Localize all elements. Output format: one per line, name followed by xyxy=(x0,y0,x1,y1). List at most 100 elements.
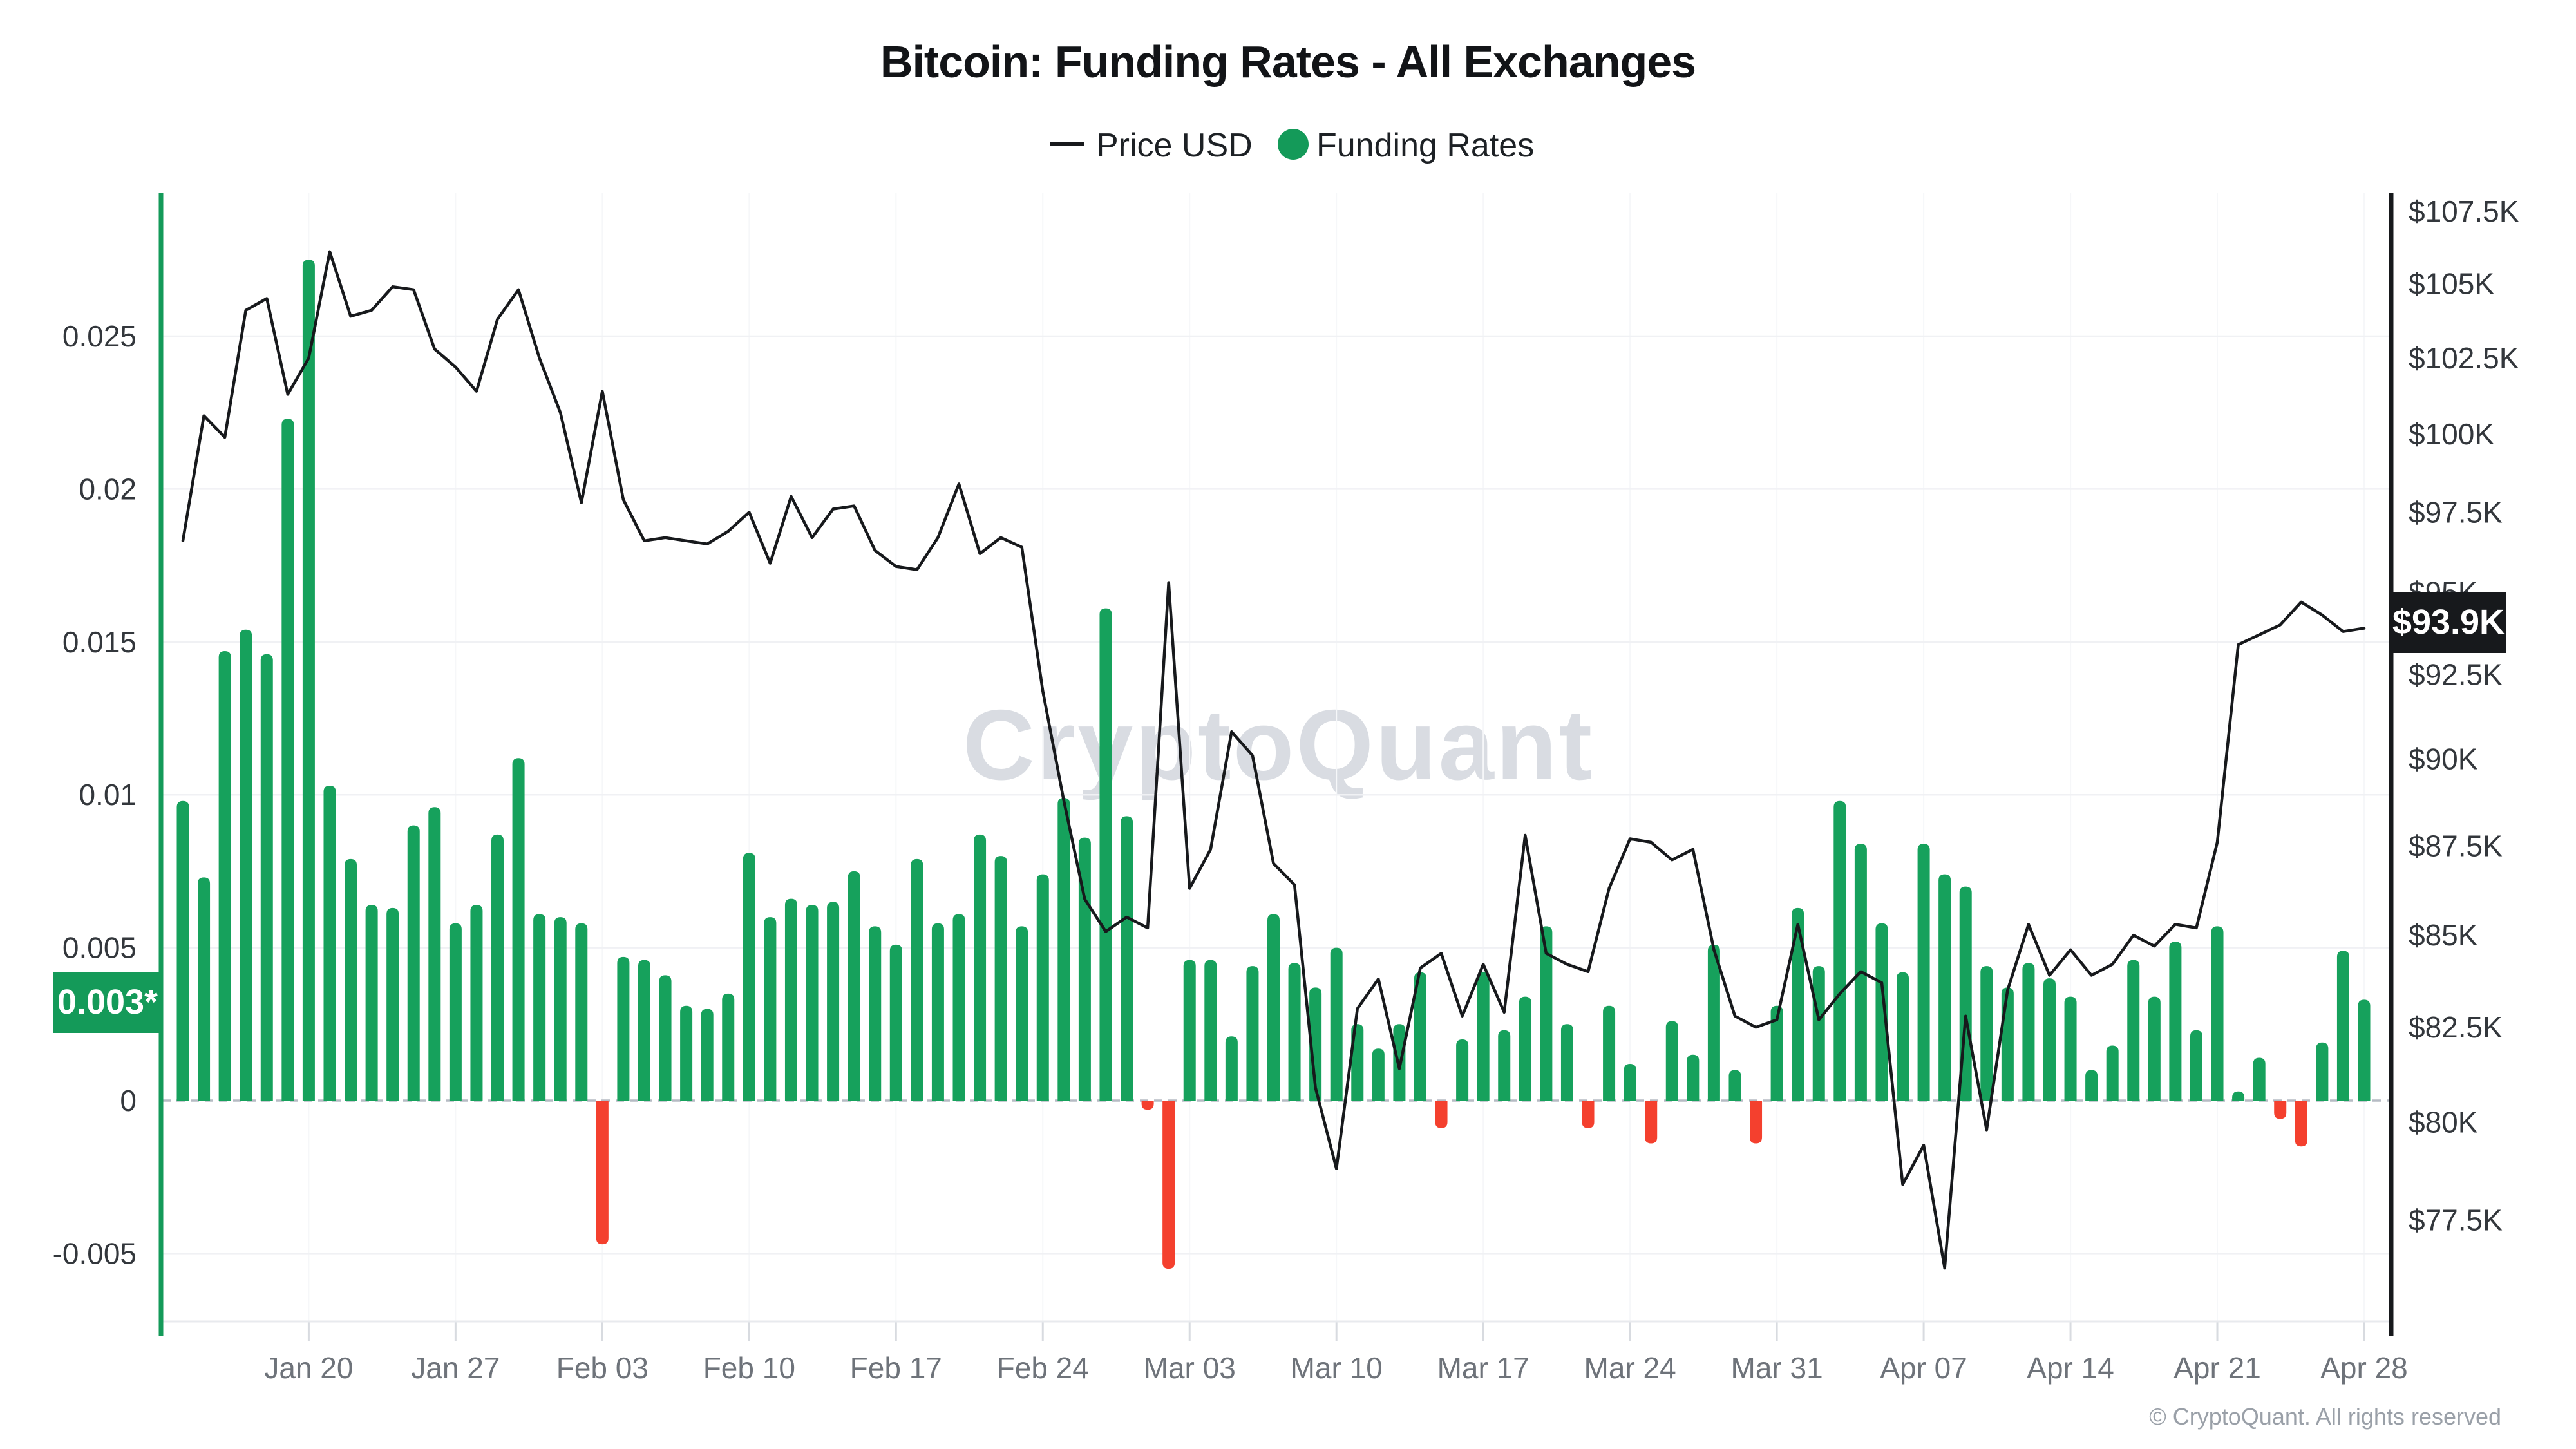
funding-rate-bar[interactable] xyxy=(1246,966,1259,1101)
funding-rate-bar[interactable] xyxy=(1938,874,1951,1101)
funding-rate-bar[interactable] xyxy=(407,825,420,1101)
funding-rate-bar[interactable] xyxy=(952,914,965,1101)
funding-rate-bar[interactable] xyxy=(1897,972,1909,1101)
funding-rate-bar[interactable] xyxy=(1456,1039,1469,1101)
funding-rate-bar[interactable] xyxy=(974,834,987,1101)
funding-rate-bar[interactable] xyxy=(1792,907,1804,1101)
funding-rate-bar[interactable] xyxy=(198,877,211,1101)
funding-rate-bar[interactable] xyxy=(1560,1024,1573,1101)
funding-rate-bar[interactable] xyxy=(218,651,231,1101)
funding-rate-bar[interactable] xyxy=(2211,926,2224,1101)
funding-rate-bar[interactable] xyxy=(2295,1101,2307,1147)
funding-rate-bar[interactable] xyxy=(2190,1030,2202,1101)
funding-rate-bar[interactable] xyxy=(1435,1101,1448,1128)
plot-area[interactable] xyxy=(162,193,2389,1336)
funding-rate-bar[interactable] xyxy=(1141,1101,1154,1110)
funding-rate-bar[interactable] xyxy=(491,834,504,1101)
funding-rate-bar[interactable] xyxy=(1728,1070,1741,1101)
funding-rate-bar[interactable] xyxy=(575,923,588,1101)
funding-rate-bar[interactable] xyxy=(994,856,1007,1101)
funding-rate-bar[interactable] xyxy=(2106,1045,2119,1101)
price-line[interactable] xyxy=(181,250,2366,1270)
funding-rate-bar[interactable] xyxy=(1183,960,1196,1101)
funding-rate-bar[interactable] xyxy=(1645,1101,1658,1144)
funding-rate-bar[interactable] xyxy=(240,629,252,1101)
funding-rate-bar[interactable] xyxy=(512,758,525,1101)
funding-rate-bar[interactable] xyxy=(176,800,189,1101)
funding-rate-bar[interactable] xyxy=(1309,987,1322,1101)
funding-rate-bar[interactable] xyxy=(554,917,567,1101)
funding-rate-bar[interactable] xyxy=(1204,960,1217,1101)
funding-rate-bar[interactable] xyxy=(1414,972,1426,1101)
funding-rate-bar[interactable] xyxy=(2316,1042,2329,1101)
funding-rate-bar[interactable] xyxy=(345,858,357,1101)
funding-rate-bar[interactable] xyxy=(701,1009,714,1101)
funding-rate-bar[interactable] xyxy=(1036,874,1049,1101)
funding-rate-bar[interactable] xyxy=(1057,797,1070,1101)
funding-rate-bar[interactable] xyxy=(1980,966,1993,1101)
funding-rate-bar[interactable] xyxy=(281,419,294,1101)
funding-rate-bar[interactable] xyxy=(1665,1021,1678,1101)
funding-rate-bar[interactable] xyxy=(869,926,882,1101)
funding-rate-bar[interactable] xyxy=(449,923,462,1101)
funding-rate-bar[interactable] xyxy=(784,898,797,1101)
funding-rate-bar[interactable] xyxy=(1750,1101,1763,1144)
funding-rate-bar[interactable] xyxy=(1498,1030,1511,1101)
funding-rate-bar[interactable] xyxy=(931,923,944,1101)
funding-rate-bar[interactable] xyxy=(260,654,273,1101)
funding-rate-bar[interactable] xyxy=(1225,1036,1238,1101)
funding-rate-bar[interactable] xyxy=(2148,996,2161,1101)
funding-rate-bar[interactable] xyxy=(659,975,672,1101)
funding-rate-bar[interactable] xyxy=(2085,1070,2098,1101)
funding-rate-bar[interactable] xyxy=(1624,1064,1636,1101)
funding-rate-bar[interactable] xyxy=(1121,816,1133,1101)
funding-rate-bar[interactable] xyxy=(470,905,483,1101)
funding-rate-bar[interactable] xyxy=(2064,996,2077,1101)
funding-rate-bar[interactable] xyxy=(2358,999,2371,1101)
funding-rate-bar[interactable] xyxy=(2127,960,2140,1101)
funding-rate-bar[interactable] xyxy=(2336,951,2349,1101)
funding-rate-bar[interactable] xyxy=(2232,1091,2245,1101)
funding-rate-bar[interactable] xyxy=(1917,844,1930,1101)
funding-rate-bar[interactable] xyxy=(1519,996,1531,1101)
funding-rate-bar[interactable] xyxy=(806,905,819,1101)
funding-rate-bar[interactable] xyxy=(302,260,315,1101)
funding-rate-bar[interactable] xyxy=(533,914,546,1101)
funding-rate-bar[interactable] xyxy=(848,871,860,1101)
funding-rate-bar[interactable] xyxy=(889,944,902,1101)
funding-rate-bar[interactable] xyxy=(1267,914,1280,1101)
funding-rate-bar[interactable] xyxy=(1687,1054,1700,1101)
funding-rate-bar[interactable] xyxy=(1540,926,1553,1101)
funding-rate-bar[interactable] xyxy=(1603,1005,1616,1101)
funding-rate-bar[interactable] xyxy=(2253,1057,2266,1101)
funding-rate-bar[interactable] xyxy=(386,907,399,1101)
funding-rate-bar[interactable] xyxy=(764,917,777,1101)
funding-rate-bar[interactable] xyxy=(1833,800,1846,1101)
funding-rate-bar[interactable] xyxy=(1707,944,1720,1101)
funding-rate-bar[interactable] xyxy=(743,853,755,1101)
funding-rate-bar[interactable] xyxy=(617,956,630,1101)
funding-rate-bar[interactable] xyxy=(1351,1024,1364,1101)
funding-rate-bar[interactable] xyxy=(2274,1101,2287,1119)
funding-rate-bar[interactable] xyxy=(1288,963,1301,1101)
funding-rate-bar[interactable] xyxy=(1582,1101,1595,1128)
funding-rate-bar[interactable] xyxy=(1477,972,1490,1101)
funding-rate-bar[interactable] xyxy=(1875,923,1888,1101)
funding-rate-bar[interactable] xyxy=(827,902,840,1101)
funding-rate-bar[interactable] xyxy=(2043,978,2056,1101)
funding-rate-bar[interactable] xyxy=(596,1101,609,1245)
funding-rate-bar[interactable] xyxy=(911,858,923,1101)
legend-item-price[interactable]: Price USD xyxy=(1050,127,1253,164)
funding-rate-bar[interactable] xyxy=(1330,947,1343,1101)
funding-rate-bar[interactable] xyxy=(1770,1005,1783,1101)
funding-rate-bar[interactable] xyxy=(1016,926,1028,1101)
funding-rate-bar[interactable] xyxy=(2169,942,2182,1101)
funding-rate-bar[interactable] xyxy=(365,905,378,1101)
legend-item-funding[interactable]: Funding Rates xyxy=(1278,127,1534,164)
funding-rate-bar[interactable] xyxy=(680,1005,693,1101)
funding-rate-bar[interactable] xyxy=(428,807,441,1101)
funding-rate-bar[interactable] xyxy=(1162,1101,1175,1269)
funding-rate-bar[interactable] xyxy=(638,960,650,1101)
funding-rate-bar[interactable] xyxy=(1372,1048,1385,1101)
funding-rate-bar[interactable] xyxy=(323,785,336,1101)
